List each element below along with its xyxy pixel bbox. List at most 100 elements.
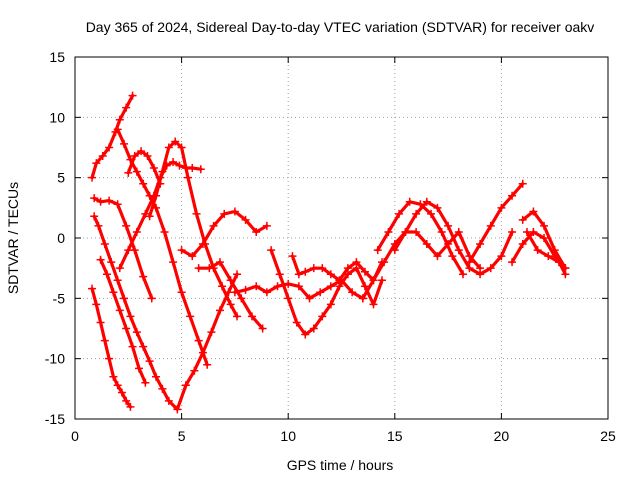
data-point bbox=[177, 246, 186, 255]
data-point bbox=[128, 342, 137, 351]
data-point bbox=[171, 137, 180, 146]
data-point bbox=[292, 318, 301, 327]
data-point bbox=[137, 147, 146, 156]
data-point bbox=[252, 227, 261, 236]
data-point bbox=[258, 324, 267, 333]
data-point bbox=[117, 388, 126, 397]
data-point bbox=[486, 221, 495, 230]
data-point bbox=[390, 246, 399, 255]
data-point bbox=[309, 324, 318, 333]
data-point bbox=[427, 209, 436, 218]
data-point bbox=[134, 364, 143, 373]
data-point bbox=[294, 270, 303, 279]
data-point bbox=[267, 246, 276, 255]
data-point bbox=[262, 221, 271, 230]
data-point bbox=[207, 328, 216, 337]
data-point bbox=[459, 270, 468, 279]
data-point bbox=[401, 227, 410, 236]
plot-frame bbox=[74, 56, 609, 420]
data-point bbox=[115, 264, 124, 273]
data-point bbox=[301, 267, 310, 276]
data-point bbox=[305, 294, 314, 303]
y-tick-label: -15 bbox=[45, 411, 65, 427]
series-trace-o bbox=[361, 230, 482, 300]
grid-lines bbox=[75, 57, 608, 419]
data-point bbox=[164, 396, 173, 405]
data-point bbox=[348, 288, 357, 297]
data-point bbox=[360, 267, 369, 276]
data-point bbox=[113, 276, 122, 285]
data-point bbox=[437, 227, 446, 236]
data-point bbox=[169, 258, 178, 267]
data-point bbox=[122, 103, 131, 112]
data-point bbox=[186, 312, 195, 321]
data-point bbox=[152, 372, 161, 381]
data-point bbox=[369, 276, 378, 285]
series-trace-a bbox=[90, 93, 135, 180]
data-point bbox=[550, 246, 559, 255]
data-point bbox=[92, 300, 101, 309]
data-point bbox=[309, 264, 318, 273]
data-point bbox=[122, 324, 131, 333]
data-point bbox=[109, 372, 118, 381]
data-point bbox=[105, 354, 114, 363]
data-point bbox=[476, 270, 485, 279]
y-tick-label: -10 bbox=[45, 351, 65, 367]
data-point bbox=[122, 396, 131, 405]
data-point bbox=[188, 252, 197, 261]
data-point bbox=[343, 264, 352, 273]
data-point bbox=[113, 200, 122, 209]
data-point bbox=[132, 167, 141, 176]
series-trace-d bbox=[90, 287, 132, 409]
data-point bbox=[192, 209, 201, 218]
data-point bbox=[454, 246, 463, 255]
data-point bbox=[544, 252, 553, 261]
x-tick-label: 20 bbox=[494, 428, 510, 444]
data-point bbox=[405, 197, 414, 206]
data-point bbox=[145, 357, 154, 366]
series-trace-q bbox=[393, 200, 514, 276]
data-point bbox=[158, 384, 167, 393]
data-point bbox=[177, 288, 186, 297]
data-point bbox=[262, 288, 271, 297]
data-point bbox=[230, 207, 239, 216]
data-point bbox=[288, 252, 297, 261]
data-point bbox=[422, 240, 431, 249]
data-point bbox=[497, 203, 506, 212]
y-axis-label: SDTVAR / TECUs bbox=[5, 182, 21, 294]
data-point bbox=[196, 165, 205, 174]
data-point bbox=[149, 164, 158, 173]
data-point bbox=[160, 227, 169, 236]
data-point bbox=[190, 366, 199, 375]
data-point bbox=[218, 282, 227, 291]
x-axis-label: GPS time / hours bbox=[287, 457, 394, 473]
data-point bbox=[275, 270, 284, 279]
data-point bbox=[518, 179, 527, 188]
data-point bbox=[141, 378, 150, 387]
data-point bbox=[139, 342, 148, 351]
data-point bbox=[241, 215, 250, 224]
data-point bbox=[203, 360, 212, 369]
data-point bbox=[169, 157, 178, 166]
data-point bbox=[100, 336, 109, 345]
data-point bbox=[318, 264, 327, 273]
series-trace-g bbox=[126, 149, 162, 186]
data-point bbox=[352, 258, 361, 267]
data-point bbox=[380, 258, 389, 267]
data-point bbox=[115, 115, 124, 124]
data-point bbox=[120, 139, 129, 148]
data-point bbox=[90, 194, 99, 203]
series-trace-k bbox=[197, 260, 265, 331]
data-point bbox=[294, 282, 303, 291]
data-point bbox=[164, 143, 173, 152]
data-point bbox=[508, 258, 517, 267]
data-point bbox=[139, 272, 148, 281]
data-point bbox=[90, 212, 99, 221]
data-point bbox=[448, 252, 457, 261]
series-trace-e bbox=[98, 258, 147, 385]
data-point bbox=[152, 191, 161, 200]
data-point bbox=[284, 279, 293, 288]
data-point bbox=[198, 240, 207, 249]
data-point bbox=[373, 246, 382, 255]
data-point bbox=[177, 143, 186, 152]
